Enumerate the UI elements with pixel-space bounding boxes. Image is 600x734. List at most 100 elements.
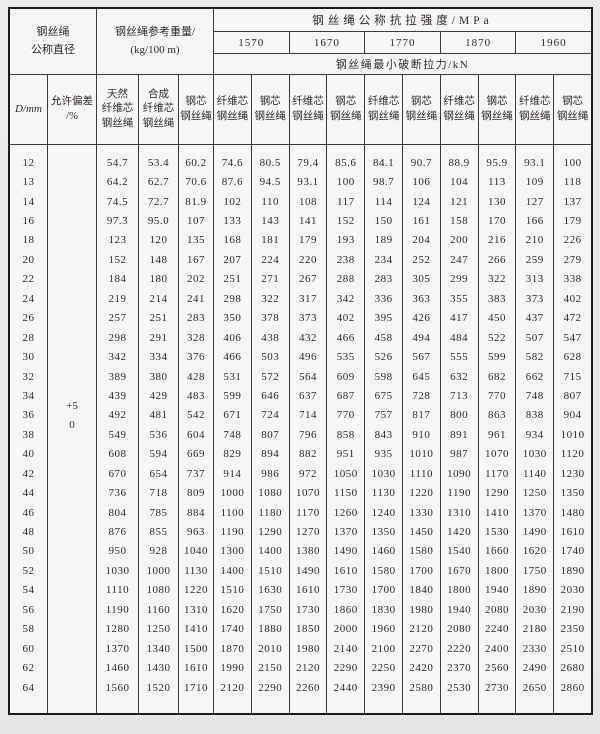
- table-cell: 380: [149, 370, 168, 383]
- header-strength-section: 钢丝绳公称抗拉强度/MPa 1570 1670 1770 1870 1960 钢…: [214, 9, 591, 74]
- table-cell: 2260: [295, 681, 320, 694]
- table-cell: 2330: [522, 642, 547, 655]
- table-cell: 1730: [333, 584, 358, 597]
- table-cell: 1050: [333, 467, 358, 480]
- table-cell: 1380: [295, 545, 320, 558]
- table-cell: 98.7: [372, 176, 395, 189]
- table-cell: 62: [22, 662, 35, 675]
- header-strength-title: 钢丝绳公称抗拉强度/MPa: [214, 9, 591, 32]
- table-cell: 1730: [295, 603, 320, 616]
- table-cell: 383: [487, 292, 506, 305]
- table-cell: 1460: [371, 545, 396, 558]
- table-cell: 124: [412, 195, 431, 208]
- table-cell: 322: [487, 273, 506, 286]
- header-weight-line2: (kg/100 m): [130, 43, 180, 56]
- table-cell: 555: [450, 351, 469, 364]
- table-cell: 934: [525, 428, 544, 441]
- table-cell: 180: [149, 273, 168, 286]
- table-cell: 1430: [146, 662, 171, 675]
- table-cell: 64: [22, 681, 35, 694]
- grade-1670: 1670: [290, 32, 366, 53]
- table-cell: 219: [108, 292, 127, 305]
- table-cell: 298: [108, 331, 127, 344]
- table-cell: 628: [563, 351, 582, 364]
- table-cell: 113: [488, 176, 506, 189]
- table-cell: 106: [412, 176, 431, 189]
- table-cell: 804: [108, 506, 127, 519]
- table-cell: 1250: [522, 487, 547, 500]
- table-cell: 458: [374, 331, 393, 344]
- table-cell: 117: [336, 195, 355, 208]
- table-cell: 1230: [560, 467, 585, 480]
- grade-1570: 1570: [214, 32, 290, 53]
- table-cell: 599: [223, 389, 242, 402]
- table-cell: 84.1: [372, 156, 395, 169]
- table-cell: 350: [223, 312, 242, 325]
- table-cell: 2350: [560, 623, 585, 636]
- table-cell: 1830: [371, 603, 396, 616]
- table-cell: 402: [336, 312, 355, 325]
- table-cell: 1180: [258, 506, 282, 519]
- table-cell: 963: [187, 526, 205, 539]
- table-cell: 135: [187, 234, 205, 247]
- table-cell: 24: [22, 292, 35, 305]
- colhead-fiber-1770: 纤维芯 钢丝绳: [365, 75, 403, 144]
- table-cell: 1450: [409, 526, 434, 539]
- col-weight-steel: 60.2 70.6 81.9 107 135 167 202 241 283 328 376 428 4…: [179, 145, 214, 713]
- table-cell: 95.0: [147, 215, 170, 228]
- table-cell: 62.7: [147, 176, 170, 189]
- table-cell: 120: [149, 234, 168, 247]
- table-cell: 1740: [220, 623, 245, 636]
- table-cell: 334: [149, 351, 168, 364]
- table-cell: 1890: [522, 584, 547, 597]
- table-cell: 193: [336, 234, 355, 247]
- table-cell: 662: [525, 370, 544, 383]
- colhead-steel-1770: 钢芯 钢丝绳: [403, 75, 441, 144]
- col-force-0: 74.6 87.6 102 133 168 207 251 298 350 406 466 531 59…: [214, 145, 252, 713]
- table-cell: 251: [223, 273, 242, 286]
- table-cell: 88.9: [448, 156, 470, 169]
- table-cell: 152: [336, 215, 355, 228]
- table-cell: 60: [22, 642, 35, 655]
- colhead-steel-1870: 钢芯 钢丝绳: [479, 75, 517, 144]
- table-cell: 127: [525, 195, 544, 208]
- table-cell: 748: [223, 428, 242, 441]
- table-cell: 2100: [371, 642, 396, 655]
- table-cell: 1140: [522, 467, 547, 480]
- table-cell: 549: [108, 428, 127, 441]
- table-cell: 1490: [522, 526, 547, 539]
- table-cell: 355: [450, 292, 469, 305]
- table-cell: 494: [412, 331, 431, 344]
- table-cell: 20: [22, 253, 35, 266]
- colhead-steel-1960: 钢芯 钢丝绳: [556, 96, 589, 122]
- table-cell: 894: [261, 448, 280, 461]
- table-cell: 288: [336, 273, 355, 286]
- table-cell: 986: [261, 467, 280, 480]
- table-cell: 2140: [333, 642, 358, 655]
- table-cell: 1340: [146, 642, 171, 655]
- table-cell: 34: [22, 389, 35, 402]
- table-cell: 928: [149, 545, 168, 558]
- table-cell: 12: [22, 156, 35, 169]
- table-cell: 1610: [333, 564, 358, 577]
- table-cell: 2560: [484, 662, 509, 675]
- table-cell: 876: [108, 526, 127, 539]
- table-cell: 972: [298, 467, 317, 480]
- table-cell: 1960: [371, 623, 396, 636]
- table-cell: 599: [487, 351, 506, 364]
- table-cell: 450: [487, 312, 506, 325]
- table-cell: 1160: [146, 603, 171, 616]
- table-cell: 150: [374, 215, 393, 228]
- table-cell: 1630: [258, 584, 283, 597]
- table-cell: 1290: [258, 526, 283, 539]
- table-cell: 2420: [409, 662, 434, 675]
- table-cell: 108: [298, 195, 317, 208]
- table-cell: 238: [336, 253, 355, 266]
- table-cell: 137: [563, 195, 582, 208]
- table-cell: 1010: [409, 448, 434, 461]
- table-cell: 2150: [258, 662, 283, 675]
- table-cell: 189: [374, 234, 393, 247]
- table-cell: 226: [563, 234, 582, 247]
- table-cell: 483: [187, 389, 205, 402]
- table-cell: 328: [187, 331, 205, 344]
